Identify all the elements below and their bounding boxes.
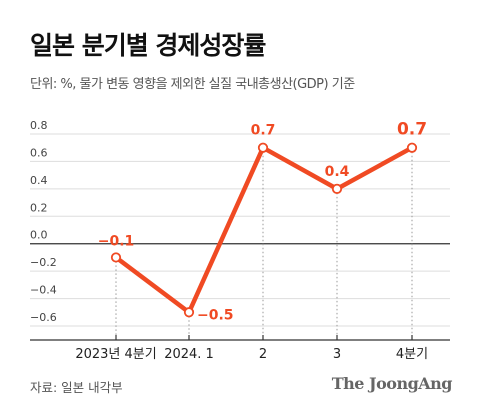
y-tick-label: 0.2 xyxy=(30,201,48,214)
y-axis-tick-labels: 0.8 0.6 0.4 0.2 0.0 −0.2 −0.4 −0.6 xyxy=(30,119,57,324)
y-tick-label: −0.6 xyxy=(30,311,57,324)
y-tick-label: 0.6 xyxy=(30,146,48,159)
data-point xyxy=(406,142,418,153)
y-tick-label: 0.4 xyxy=(30,174,48,187)
x-tick-label: 2024. 1 xyxy=(164,347,214,362)
data-point xyxy=(183,307,195,318)
series-line xyxy=(113,145,415,315)
y-tick-label: 0.0 xyxy=(30,229,48,242)
brand-logo: The JoongAng xyxy=(331,374,453,393)
x-axis xyxy=(30,335,450,341)
source-note: 자료: 일본 내각부 xyxy=(30,380,123,395)
x-tick-label: 2 xyxy=(259,347,267,362)
data-point xyxy=(257,142,269,153)
chart-subtitle: 단위: %, 물가 변동 영향을 제외한 실질 국내총생산(GDP) 기준 xyxy=(30,77,355,92)
y-tick-label: −0.4 xyxy=(30,284,57,297)
x-tick-label: 3 xyxy=(333,347,341,362)
data-point xyxy=(110,252,122,263)
data-label: 0.4 xyxy=(325,164,350,180)
data-label: −0.5 xyxy=(197,307,234,323)
data-point xyxy=(331,183,343,194)
data-label: −0.1 xyxy=(98,233,135,249)
data-label: 0.7 xyxy=(251,123,276,139)
y-tick-label: −0.2 xyxy=(30,256,57,269)
gridlines xyxy=(30,133,450,327)
data-series xyxy=(110,142,418,318)
chart-title: 일본 분기별 경제성장률 xyxy=(30,31,266,60)
data-labels: −0.1 −0.5 0.7 0.4 0.7 xyxy=(98,120,427,324)
x-axis-tick-labels: 2023년 4분기 2024. 1 2 3 4분기 xyxy=(75,347,428,362)
y-tick-label: 0.8 xyxy=(30,119,48,132)
x-tick-label: 4분기 xyxy=(396,347,428,362)
x-tick-label: 2023년 4분기 xyxy=(75,347,156,362)
data-label: 0.7 xyxy=(397,120,427,140)
